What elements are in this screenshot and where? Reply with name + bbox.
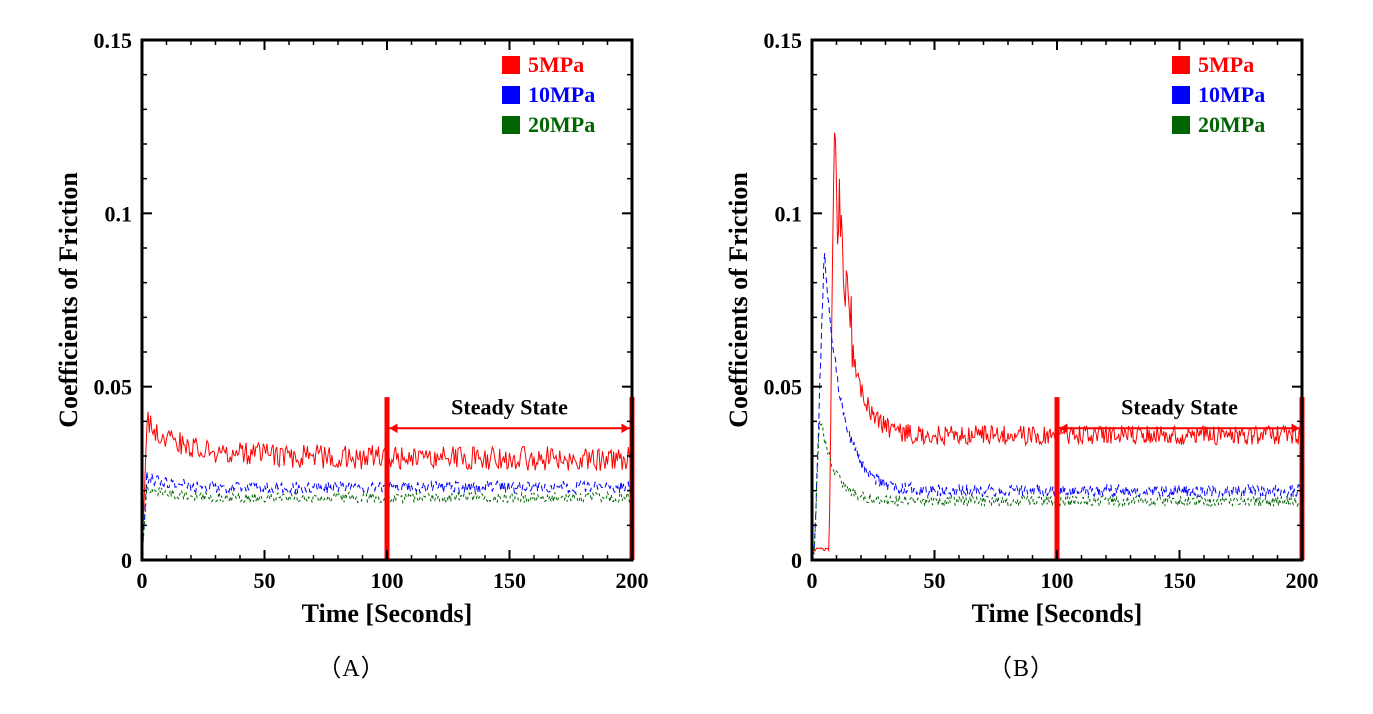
legend: 5MPa 10MPa 20MPa	[1172, 52, 1265, 137]
svg-text:0.05: 0.05	[763, 375, 802, 400]
y-axis-label: Coefficients of Friction	[724, 172, 753, 428]
legend: 5MPa 10MPa 20MPa	[502, 52, 595, 137]
svg-text:100: 100	[370, 568, 403, 593]
svg-text:150: 150	[1163, 568, 1196, 593]
svg-text:0: 0	[806, 568, 817, 593]
legend-swatch	[502, 56, 520, 74]
subcaption-a: （A）	[317, 648, 385, 683]
svg-text:0: 0	[136, 568, 147, 593]
svg-text:200: 200	[1285, 568, 1318, 593]
svg-text:150: 150	[493, 568, 526, 593]
svg-text:0.15: 0.15	[763, 28, 802, 53]
svg-text:0: 0	[791, 548, 802, 573]
legend-label: 5MPa	[528, 52, 584, 77]
svg-text:50: 50	[253, 568, 275, 593]
legend-label: 20MPa	[1198, 112, 1265, 137]
y-axis-label: Coefficients of Friction	[54, 172, 83, 428]
legend-swatch	[1172, 56, 1190, 74]
subcaption-b: （B）	[988, 648, 1055, 683]
svg-text:0.15: 0.15	[93, 28, 132, 53]
legend-label: 5MPa	[1198, 52, 1254, 77]
svg-text:50: 50	[923, 568, 945, 593]
legend-label: 20MPa	[528, 112, 595, 137]
svg-text:0.1: 0.1	[104, 201, 132, 226]
legend-label: 10MPa	[1198, 82, 1265, 107]
legend-swatch	[1172, 86, 1190, 104]
chart-b: Steady State 0 50 100 150 200 0 0.05 0.1 0.15 Time…	[717, 20, 1327, 630]
svg-text:200: 200	[615, 568, 648, 593]
x-axis-label: Time [Seconds]	[301, 599, 472, 628]
panel-a: Steady State 0 50 100 150 200 0 0.05 0.1 0.15 Time…	[47, 20, 657, 683]
x-axis-label: Time [Seconds]	[971, 599, 1142, 628]
legend-swatch	[502, 116, 520, 134]
svg-text:0: 0	[121, 548, 132, 573]
svg-text:100: 100	[1040, 568, 1073, 593]
figure-container: Steady State 0 50 100 150 200 0 0.05 0.1 0.15 Time…	[0, 0, 1373, 693]
legend-swatch	[1172, 116, 1190, 134]
steady-state-label: Steady State	[1121, 394, 1238, 419]
svg-text:0.05: 0.05	[93, 375, 132, 400]
svg-text:0.1: 0.1	[774, 201, 802, 226]
panel-b: Steady State 0 50 100 150 200 0 0.05 0.1 0.15 Time…	[717, 20, 1327, 683]
legend-swatch	[502, 86, 520, 104]
steady-state-label: Steady State	[451, 394, 568, 419]
chart-a: Steady State 0 50 100 150 200 0 0.05 0.1 0.15 Time…	[47, 20, 657, 630]
legend-label: 10MPa	[528, 82, 595, 107]
